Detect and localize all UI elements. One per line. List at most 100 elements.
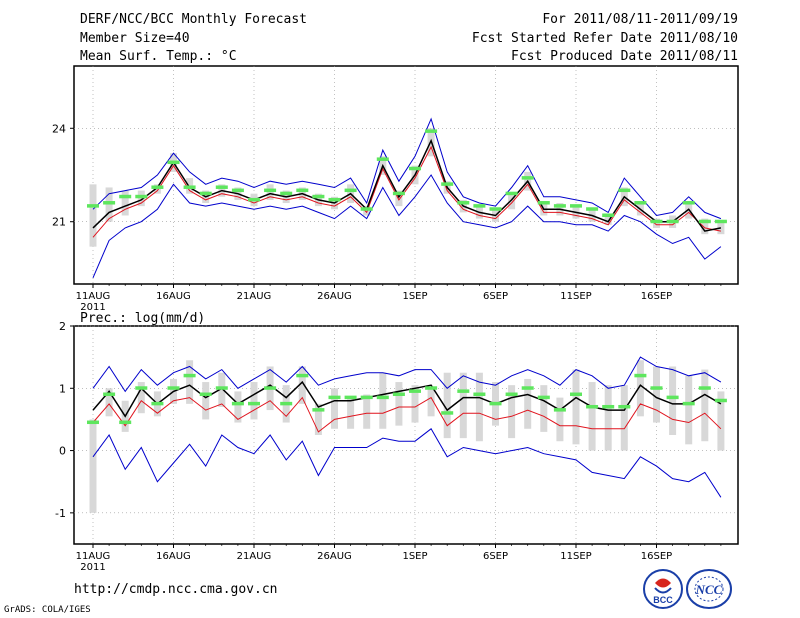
mode-marker bbox=[264, 386, 277, 390]
mode-marker bbox=[666, 219, 679, 224]
mode-marker bbox=[666, 395, 679, 400]
member-spread-bar bbox=[202, 382, 210, 420]
member-spread-bar bbox=[298, 366, 306, 404]
bcc-logo-ring bbox=[643, 569, 683, 609]
x-tick-label: 11SEP bbox=[560, 551, 591, 562]
mode-marker bbox=[167, 160, 180, 165]
mode-marker bbox=[215, 185, 228, 189]
member-spread-bar bbox=[105, 388, 113, 417]
mode-marker bbox=[151, 185, 164, 189]
plot-frame bbox=[73, 65, 739, 285]
member-spread-bar bbox=[540, 385, 548, 432]
x-tick-label: 21AUG bbox=[237, 551, 272, 562]
series-line-median bbox=[92, 145, 721, 238]
mode-marker bbox=[312, 194, 325, 199]
member-spread-bar bbox=[89, 419, 97, 513]
member-spread-bar bbox=[347, 397, 355, 429]
forecast-period: For 2011/08/11-2011/09/19 bbox=[542, 12, 738, 27]
member-spread-bar bbox=[475, 372, 483, 442]
mode-marker bbox=[392, 392, 405, 397]
member-spread-bar bbox=[331, 388, 338, 429]
mode-marker bbox=[570, 392, 582, 397]
chart-title: DERF/NCC/BCC Monthly Forecast bbox=[80, 12, 307, 27]
bcc-logo-arc bbox=[654, 587, 672, 594]
member-spread-bar bbox=[363, 394, 371, 429]
member-spread-bar bbox=[363, 206, 371, 216]
mode-marker bbox=[473, 204, 486, 208]
x-tick-label: 16AUG bbox=[156, 291, 191, 302]
mode-marker bbox=[344, 395, 357, 400]
mode-marker bbox=[489, 401, 502, 406]
x-tick-label: 1SEP bbox=[402, 551, 427, 562]
bcc-logo-text: BCC bbox=[653, 595, 673, 605]
mode-marker bbox=[505, 191, 518, 196]
grads-credit: GrADS: COLA/IGES bbox=[4, 605, 91, 615]
member-spread-bar bbox=[314, 403, 322, 435]
x-tick-label: 26AUG bbox=[317, 551, 352, 562]
member-spread-bar bbox=[701, 369, 709, 442]
member-spread-bar bbox=[636, 360, 644, 417]
member-spread-bar bbox=[379, 372, 387, 429]
member-spread-bar bbox=[459, 372, 467, 439]
mode-marker bbox=[280, 401, 293, 406]
member-spread-bar bbox=[395, 190, 403, 207]
mode-marker bbox=[376, 157, 389, 161]
series-line-upper-envelope bbox=[92, 117, 722, 220]
mode-marker bbox=[183, 373, 196, 378]
mode-marker bbox=[360, 395, 373, 400]
mode-marker bbox=[521, 386, 534, 390]
member-spread-bar bbox=[218, 372, 226, 407]
mode-marker bbox=[280, 191, 293, 196]
mode-marker bbox=[215, 386, 228, 390]
member-spread-bar bbox=[186, 360, 194, 404]
mode-marker bbox=[537, 201, 550, 205]
mode-marker bbox=[586, 207, 599, 211]
y-tick-label: 2 bbox=[59, 320, 66, 333]
member-spread-bar bbox=[620, 385, 628, 451]
member-spread-bar bbox=[524, 378, 532, 429]
mode-marker bbox=[441, 182, 454, 186]
ncc-logo: NCC bbox=[686, 569, 732, 609]
mode-marker bbox=[457, 201, 470, 205]
x-tick-label: 11AUG bbox=[76, 291, 111, 302]
mode-marker bbox=[586, 404, 599, 409]
mode-marker bbox=[360, 207, 373, 211]
website-url[interactable]: http://cmdp.ncc.cma.gov.cn bbox=[74, 582, 278, 597]
member-size-label: Member Size=40 bbox=[80, 31, 190, 46]
member-spread-bar bbox=[604, 215, 612, 225]
mode-marker bbox=[489, 207, 502, 211]
x-tick-label: 6SEP bbox=[483, 551, 508, 562]
bcc-logo-swirl bbox=[655, 578, 671, 588]
mode-marker bbox=[473, 392, 486, 397]
ncc-logo-ring bbox=[686, 569, 732, 609]
member-spread-bar bbox=[717, 391, 725, 451]
mode-marker bbox=[328, 197, 341, 202]
member-spread-bar bbox=[89, 184, 97, 247]
ncc-logo-globe bbox=[694, 576, 724, 602]
mode-marker bbox=[570, 204, 582, 208]
x-tick-label: 16SEP bbox=[641, 551, 672, 562]
member-spread-bar bbox=[250, 382, 258, 420]
mode-marker bbox=[87, 204, 99, 208]
x-tick-label: 16AUG bbox=[156, 551, 191, 562]
mode-marker bbox=[425, 129, 438, 133]
mode-marker bbox=[103, 201, 116, 205]
member-spread-bar bbox=[685, 203, 693, 219]
mode-marker bbox=[602, 404, 615, 409]
mode-marker bbox=[714, 398, 727, 403]
mode-marker bbox=[199, 392, 212, 397]
y-tick-label: 21 bbox=[52, 216, 66, 229]
mode-marker bbox=[119, 420, 132, 425]
mode-marker bbox=[521, 176, 534, 180]
x-tick-label: 26AUG bbox=[317, 291, 352, 302]
mode-marker bbox=[248, 401, 260, 406]
member-spread-bar bbox=[427, 388, 435, 417]
mode-marker bbox=[618, 188, 631, 193]
series-line-lower-envelope bbox=[92, 174, 722, 278]
member-spread-bar bbox=[653, 366, 660, 423]
mode-marker bbox=[248, 197, 260, 202]
mode-marker bbox=[409, 389, 421, 393]
member-spread-bar bbox=[572, 369, 580, 445]
mode-marker bbox=[119, 194, 132, 199]
bcc-logo: BCC bbox=[643, 569, 683, 609]
